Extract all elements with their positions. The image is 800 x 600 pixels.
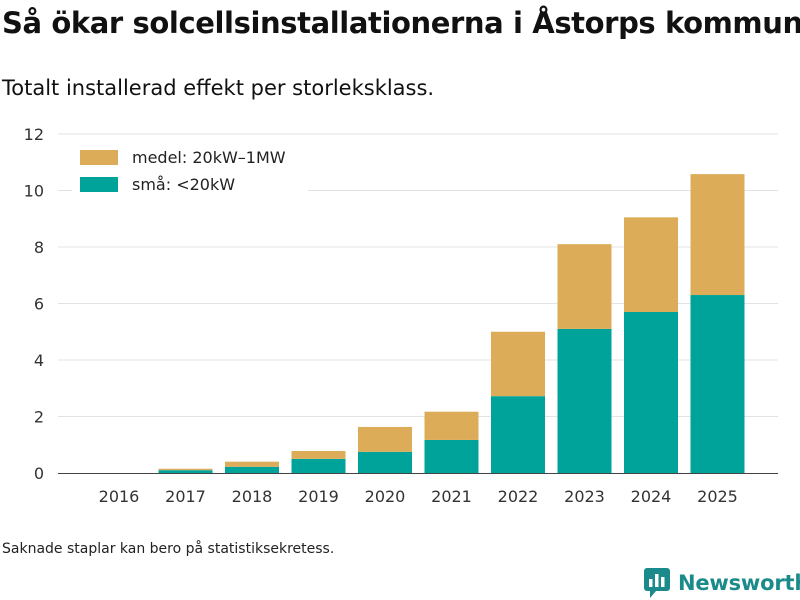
bar-medel-2025 bbox=[690, 174, 745, 296]
x-tick-label: 2017 bbox=[165, 487, 206, 506]
x-tick-label: 2023 bbox=[564, 487, 605, 506]
x-tick-label: 2020 bbox=[365, 487, 406, 506]
bar-medel-2024 bbox=[624, 217, 678, 312]
legend-swatch-medel bbox=[80, 150, 118, 165]
footnote: Saknade staplar kan bero på statistiksek… bbox=[2, 541, 335, 557]
x-tick-label: 2016 bbox=[99, 487, 140, 506]
legend-label-sma: små: <20kW bbox=[132, 175, 235, 194]
legend-label-medel: medel: 20kW–1MW bbox=[132, 148, 286, 167]
newsworthy-logo-icon bbox=[644, 568, 670, 598]
legend-swatch-sma bbox=[80, 177, 118, 192]
bar-medel-2020 bbox=[358, 426, 412, 452]
brand-name: Newsworthy bbox=[678, 571, 800, 595]
bar-sma-2021 bbox=[424, 439, 479, 473]
y-tick-label: 2 bbox=[34, 408, 44, 427]
y-tick-label: 10 bbox=[24, 182, 44, 201]
bar-sma-2022 bbox=[491, 396, 545, 473]
bar-sma-2024 bbox=[624, 311, 678, 473]
x-tick-label: 2024 bbox=[631, 487, 672, 506]
y-tick-label: 6 bbox=[34, 295, 44, 314]
x-tick-label: 2022 bbox=[498, 487, 539, 506]
stacked-bar-chart: 0 2 4 6 8 10 12 2016 2017 2018 2019 2020 2021 2022 202… bbox=[24, 125, 778, 506]
y-tick-label: 8 bbox=[34, 238, 44, 257]
y-tick-label: 12 bbox=[24, 125, 44, 144]
bar-sma-2017 bbox=[158, 470, 213, 473]
x-tick-label: 2021 bbox=[431, 487, 472, 506]
bar-medel-2017 bbox=[158, 468, 213, 471]
bar-medel-2021 bbox=[424, 411, 479, 440]
bar-medel-2023 bbox=[557, 244, 612, 329]
bar-sma-2023 bbox=[557, 328, 612, 473]
chart-title: Så ökar solcellsinstallationerna i Åstor… bbox=[2, 6, 800, 40]
y-tick-label: 4 bbox=[34, 351, 44, 370]
x-tick-label: 2018 bbox=[232, 487, 273, 506]
brand-logo: Newsworthy bbox=[644, 567, 800, 599]
x-tick-label: 2025 bbox=[697, 487, 738, 506]
bar-sma-2020 bbox=[358, 451, 412, 473]
bar-medel-2022 bbox=[491, 331, 545, 397]
bar-sma-2025 bbox=[690, 295, 745, 473]
y-tick-label: 0 bbox=[34, 464, 44, 483]
x-tick-label: 2019 bbox=[298, 487, 339, 506]
bar-sma-2019 bbox=[291, 458, 346, 473]
bar-medel-2018 bbox=[225, 461, 279, 467]
bar-sma-2018 bbox=[225, 466, 279, 473]
chart-subtitle: Totalt installerad effekt per storlekskl… bbox=[2, 76, 435, 100]
bar-medel-2019 bbox=[291, 450, 346, 459]
